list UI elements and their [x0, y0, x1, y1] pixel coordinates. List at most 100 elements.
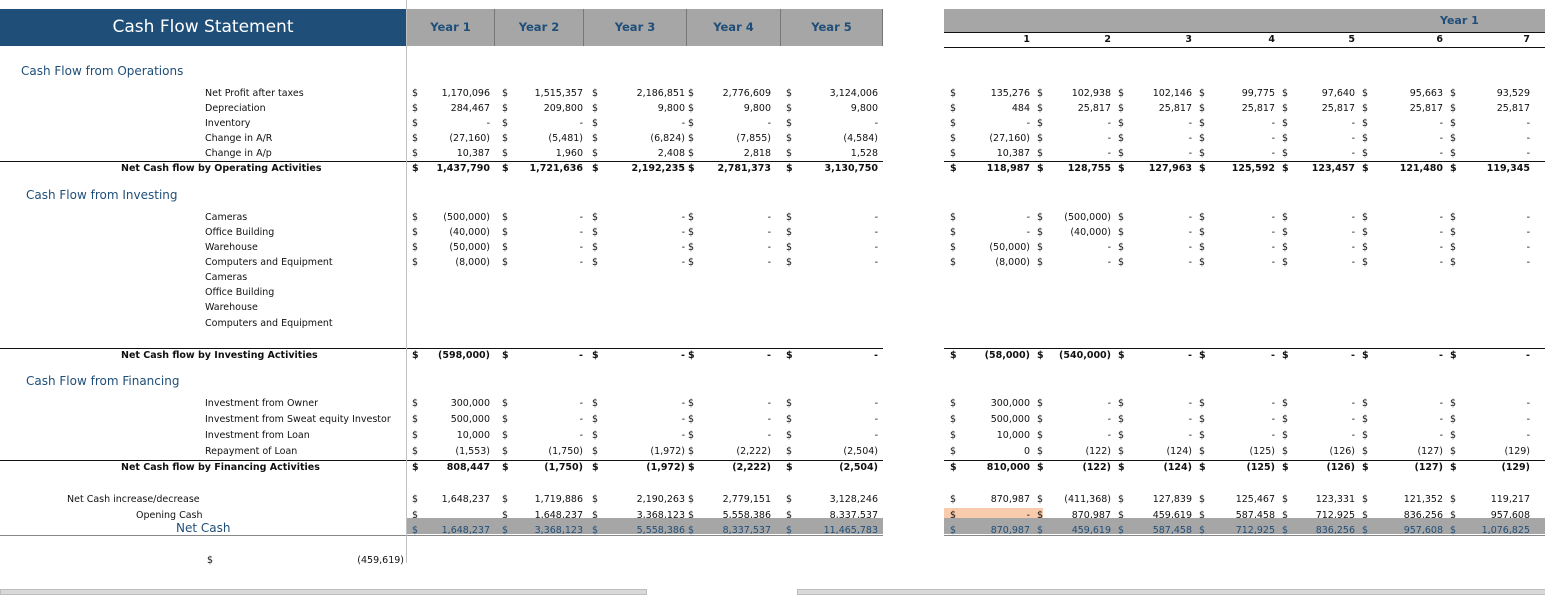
annual-value-cell[interactable]: (1,553) — [455, 446, 490, 457]
monthly-value-cell[interactable]: 870,987 — [1071, 510, 1111, 521]
monthly-value-cell[interactable]: 25,817 — [1409, 103, 1443, 114]
annual-header[interactable]: Year 3 — [584, 9, 687, 46]
month-header[interactable]: 6 — [1436, 34, 1443, 45]
monthly-value-cell[interactable]: - — [1351, 118, 1355, 129]
annual-value-cell[interactable]: 300,000 — [450, 398, 490, 409]
monthly-value-cell[interactable]: - — [1188, 227, 1192, 238]
monthly-value-cell[interactable]: (129) — [1504, 446, 1530, 457]
annual-value-cell[interactable]: 1,648,237 — [441, 494, 490, 505]
monthly-value-cell[interactable]: - — [1439, 257, 1443, 268]
monthly-value-cell[interactable]: 10,387 — [996, 148, 1030, 159]
annual-value-cell[interactable]: 8,337,537 — [722, 525, 771, 536]
monthly-value-cell[interactable]: 121,352 — [1403, 494, 1443, 505]
monthly-value-cell[interactable]: (500,000) — [1064, 212, 1111, 223]
monthly-value-cell[interactable]: (127) — [1414, 462, 1443, 473]
monthly-value-cell[interactable]: - — [1351, 227, 1355, 238]
monthly-value-cell[interactable]: 95,663 — [1409, 88, 1443, 99]
annual-value-cell[interactable]: (2,504) — [839, 462, 878, 473]
monthly-value-cell[interactable]: 119,345 — [1486, 163, 1530, 174]
annual-value-cell[interactable]: - — [579, 242, 583, 253]
monthly-value-cell[interactable]: (126) — [1326, 462, 1355, 473]
annual-value-cell[interactable]: - — [767, 242, 771, 253]
annual-header[interactable]: Year 4 — [687, 9, 781, 46]
monthly-value-cell[interactable]: - — [1188, 430, 1192, 441]
annual-value-cell[interactable]: (1,750) — [544, 462, 583, 473]
annual-value-cell[interactable]: (1,972) — [650, 446, 685, 457]
monthly-value-cell[interactable]: - — [1526, 350, 1530, 361]
monthly-value-cell[interactable]: - — [1439, 133, 1443, 144]
monthly-value-cell[interactable]: - — [1439, 227, 1443, 238]
annual-value-cell[interactable]: - — [579, 257, 583, 268]
monthly-value-cell[interactable]: - — [1026, 212, 1030, 223]
monthly-value-cell[interactable]: - — [1351, 242, 1355, 253]
annual-value-cell[interactable]: - — [579, 430, 583, 441]
monthly-value-cell[interactable]: - — [1526, 414, 1530, 425]
monthly-value-cell[interactable]: - — [1271, 148, 1275, 159]
monthly-value-cell[interactable]: - — [1351, 133, 1355, 144]
annual-value-cell[interactable]: - — [874, 350, 878, 361]
monthly-value-cell[interactable]: - — [1188, 257, 1192, 268]
monthly-value-cell[interactable]: (411,368) — [1064, 494, 1111, 505]
monthly-value-cell[interactable]: - — [1188, 398, 1192, 409]
monthly-value-cell[interactable]: 712,925 — [1315, 510, 1355, 521]
monthly-value-cell[interactable]: 135,276 — [990, 88, 1030, 99]
annual-value-cell[interactable]: - — [681, 430, 685, 441]
monthly-value-cell[interactable]: 500,000 — [990, 414, 1030, 425]
annual-value-cell[interactable]: 1,170,096 — [441, 88, 490, 99]
monthly-value-cell[interactable]: 93,529 — [1496, 88, 1530, 99]
monthly-value-cell[interactable]: - — [1107, 148, 1111, 159]
annual-value-cell[interactable]: - — [579, 212, 583, 223]
monthly-value-cell[interactable]: 459,619 — [1152, 510, 1192, 521]
annual-value-cell[interactable]: - — [767, 257, 771, 268]
monthly-value-cell[interactable]: - — [1188, 350, 1192, 361]
annual-value-cell[interactable]: 1,960 — [555, 148, 583, 159]
monthly-value-cell[interactable]: - — [1271, 430, 1275, 441]
monthly-value-cell[interactable]: - — [1271, 227, 1275, 238]
monthly-value-cell[interactable]: 870,987 — [990, 525, 1030, 536]
footer-value[interactable]: (459,619) — [357, 555, 404, 566]
annual-value-cell[interactable]: 2,781,373 — [717, 163, 772, 174]
monthly-value-cell[interactable]: - — [1107, 118, 1111, 129]
annual-value-cell[interactable]: 2,779,151 — [722, 494, 771, 505]
monthly-value-cell[interactable]: - — [1351, 148, 1355, 159]
annual-value-cell[interactable]: 9,800 — [850, 103, 878, 114]
monthly-value-cell[interactable]: - — [1439, 242, 1443, 253]
monthly-value-cell[interactable]: 25,817 — [1077, 103, 1111, 114]
annual-value-cell[interactable]: 9,800 — [657, 103, 685, 114]
month-header[interactable]: 2 — [1104, 34, 1111, 45]
annual-value-cell[interactable]: 2,408 — [657, 148, 685, 159]
monthly-value-cell[interactable]: - — [1107, 133, 1111, 144]
monthly-value-cell[interactable]: 119,217 — [1490, 494, 1530, 505]
annual-value-cell[interactable]: (500,000) — [443, 212, 490, 223]
annual-value-cell[interactable]: - — [874, 430, 878, 441]
annual-value-cell[interactable]: 8,337,537 — [829, 510, 878, 521]
annual-value-cell[interactable]: 1,648,237 — [534, 510, 583, 521]
annual-value-cell[interactable]: 2,776,609 — [722, 88, 771, 99]
annual-value-cell[interactable]: (1,750) — [548, 446, 583, 457]
monthly-value-cell[interactable]: - — [1188, 133, 1192, 144]
monthly-value-cell[interactable]: - — [1107, 430, 1111, 441]
annual-value-cell[interactable]: (1,972) — [646, 462, 685, 473]
monthly-value-cell[interactable]: - — [1526, 227, 1530, 238]
monthly-value-cell[interactable]: - — [1107, 242, 1111, 253]
monthly-value-cell[interactable]: - — [1271, 414, 1275, 425]
monthly-value-cell[interactable]: 836,256 — [1315, 525, 1355, 536]
annual-value-cell[interactable]: 11,465,783 — [823, 525, 878, 536]
monthly-value-cell[interactable]: - — [1351, 257, 1355, 268]
monthly-value-cell[interactable]: (122) — [1085, 446, 1111, 457]
annual-value-cell[interactable]: (2,222) — [736, 446, 771, 457]
annual-value-cell[interactable]: (50,000) — [449, 242, 490, 253]
monthly-value-cell[interactable]: (50,000) — [989, 242, 1030, 253]
annual-value-cell[interactable]: 3,124,006 — [829, 88, 878, 99]
annual-value-cell[interactable]: - — [874, 242, 878, 253]
monthly-value-cell[interactable]: - — [1188, 242, 1192, 253]
annual-value-cell[interactable]: - — [579, 118, 583, 129]
monthly-value-cell[interactable]: 125,467 — [1235, 494, 1275, 505]
monthly-value-cell[interactable]: (125) — [1246, 462, 1275, 473]
annual-value-cell[interactable]: 3,128,246 — [829, 494, 878, 505]
monthly-value-cell[interactable]: 25,817 — [1158, 103, 1192, 114]
annual-value-cell[interactable]: 5,558,386 — [722, 510, 771, 521]
annual-value-cell[interactable]: 1,515,357 — [534, 88, 583, 99]
annual-value-cell[interactable]: - — [874, 212, 878, 223]
monthly-value-cell[interactable]: (40,000) — [1070, 227, 1111, 238]
